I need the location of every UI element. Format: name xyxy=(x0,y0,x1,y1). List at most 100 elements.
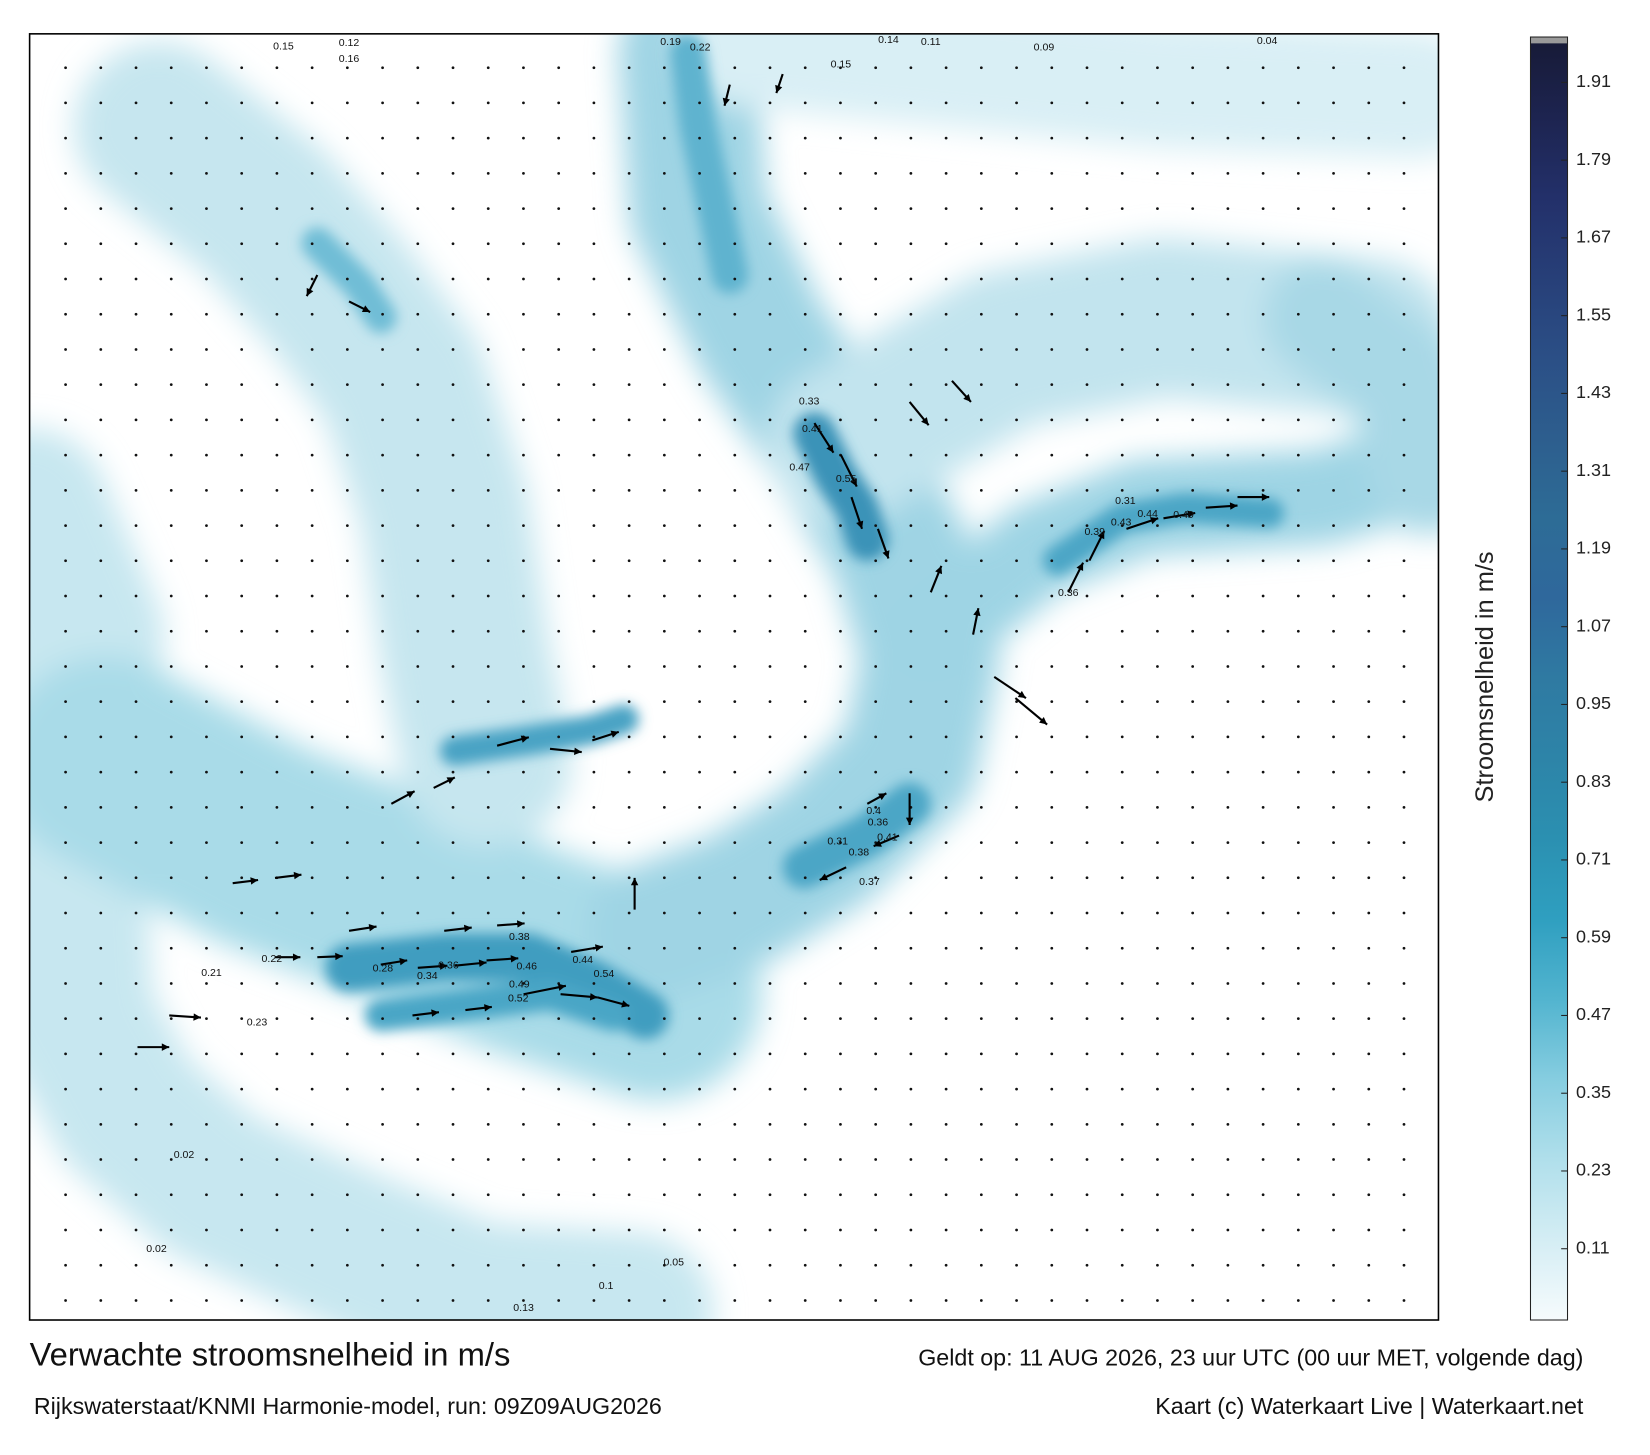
grid-dot xyxy=(1085,136,1089,140)
grid-dot xyxy=(557,629,561,633)
grid-dot xyxy=(416,453,420,457)
speed-label: 0.38 xyxy=(849,846,870,858)
grid-dot xyxy=(1332,1017,1335,1021)
grid-dot xyxy=(381,735,384,739)
grid-dot xyxy=(1191,559,1195,563)
grid-dot xyxy=(205,1299,208,1302)
grid-dot xyxy=(839,1228,842,1232)
grid-dot xyxy=(1296,207,1300,210)
arrow-head xyxy=(573,747,582,755)
grid-dot xyxy=(99,1228,103,1232)
grid-dot xyxy=(134,629,138,633)
grid-dot xyxy=(64,1122,67,1126)
grid-dot xyxy=(240,1299,244,1302)
grid-dot xyxy=(169,594,173,598)
grid-dot xyxy=(909,1193,913,1197)
grid-dot xyxy=(1015,348,1018,351)
grid-dot xyxy=(662,207,666,210)
grid-dot xyxy=(1050,383,1054,387)
grid-dot xyxy=(627,1122,631,1126)
grid-dot xyxy=(557,383,561,387)
grid-dot xyxy=(64,1228,67,1232)
grid-dot xyxy=(64,348,67,351)
grid-dot xyxy=(275,629,279,633)
grid-dot xyxy=(134,911,138,915)
grid-dot xyxy=(1156,242,1159,246)
colorbar-tick-label: 0.11 xyxy=(1576,1237,1610,1257)
grid-dot xyxy=(451,1087,455,1091)
grid-dot xyxy=(874,735,878,739)
grid-dot xyxy=(451,982,455,985)
grid-dot xyxy=(944,524,948,527)
grid-dot xyxy=(275,1299,279,1302)
grid-dot xyxy=(909,770,913,774)
grid-dot xyxy=(803,1263,807,1267)
grid-dot xyxy=(733,1017,737,1021)
grid-dot xyxy=(1120,1017,1124,1021)
grid-dot xyxy=(698,1263,701,1267)
grid-dot xyxy=(592,629,596,633)
grid-dot xyxy=(275,1122,279,1126)
grid-dot xyxy=(205,700,208,704)
grid-dot xyxy=(1050,1122,1054,1126)
grid-dot xyxy=(1015,1228,1018,1232)
grid-dot xyxy=(874,1263,878,1267)
grid-dot xyxy=(486,488,490,492)
grid-dot xyxy=(1402,1017,1406,1021)
grid-dot xyxy=(979,735,983,739)
grid-dot xyxy=(979,136,983,140)
grid-dot xyxy=(592,1017,596,1021)
grid-dot xyxy=(944,559,948,563)
grid-dot xyxy=(768,559,772,563)
grid-dot xyxy=(1367,1193,1371,1197)
grid-dot xyxy=(451,66,455,70)
grid-dot xyxy=(99,946,103,950)
grid-dot xyxy=(979,348,983,351)
grid-dot xyxy=(909,700,913,704)
grid-dot xyxy=(557,524,561,527)
grid-dot xyxy=(416,841,420,844)
grid-dot xyxy=(1332,136,1335,140)
grid-dot xyxy=(768,629,772,633)
grid-dot xyxy=(1296,770,1300,774)
grid-dot xyxy=(768,1017,772,1021)
grid-dot xyxy=(1296,1299,1300,1302)
grid-dot xyxy=(134,982,138,985)
grid-dot xyxy=(1402,348,1406,351)
grid-dot xyxy=(345,876,349,880)
grid-dot xyxy=(1402,735,1406,739)
grid-dot xyxy=(381,453,384,457)
grid-dot xyxy=(662,1087,666,1091)
grid-dot xyxy=(310,312,314,316)
grid-dot xyxy=(874,700,878,704)
grid-dot xyxy=(1015,171,1018,175)
grid-dot xyxy=(1226,1193,1230,1197)
grid-dot xyxy=(1015,242,1018,246)
grid-dot xyxy=(275,594,279,598)
grid-dot xyxy=(1367,207,1371,210)
grid-dot xyxy=(1226,876,1230,880)
grid-dot xyxy=(1050,348,1054,351)
arrow-head xyxy=(484,1004,492,1012)
grid-dot xyxy=(1015,841,1018,844)
grid-dot xyxy=(1015,453,1018,457)
arrow-head xyxy=(878,793,887,801)
grid-dot xyxy=(979,946,983,950)
arrow-head xyxy=(1097,530,1105,540)
grid-dot xyxy=(627,805,631,809)
arrow-head xyxy=(463,924,472,933)
grid-dot xyxy=(451,348,455,351)
grid-dot xyxy=(733,982,737,985)
grid-dot xyxy=(698,1087,701,1091)
grid-dot xyxy=(1050,524,1054,527)
grid-dot xyxy=(134,1299,138,1302)
grid-dot xyxy=(698,1158,701,1161)
grid-dot xyxy=(381,171,384,175)
grid-dot xyxy=(64,383,67,387)
grid-dot xyxy=(99,1158,103,1161)
grid-dot xyxy=(1367,665,1371,668)
grid-dot xyxy=(310,841,314,844)
grid-dot xyxy=(557,453,561,457)
grid-dot xyxy=(1367,171,1371,175)
grid-dot xyxy=(909,1122,913,1126)
